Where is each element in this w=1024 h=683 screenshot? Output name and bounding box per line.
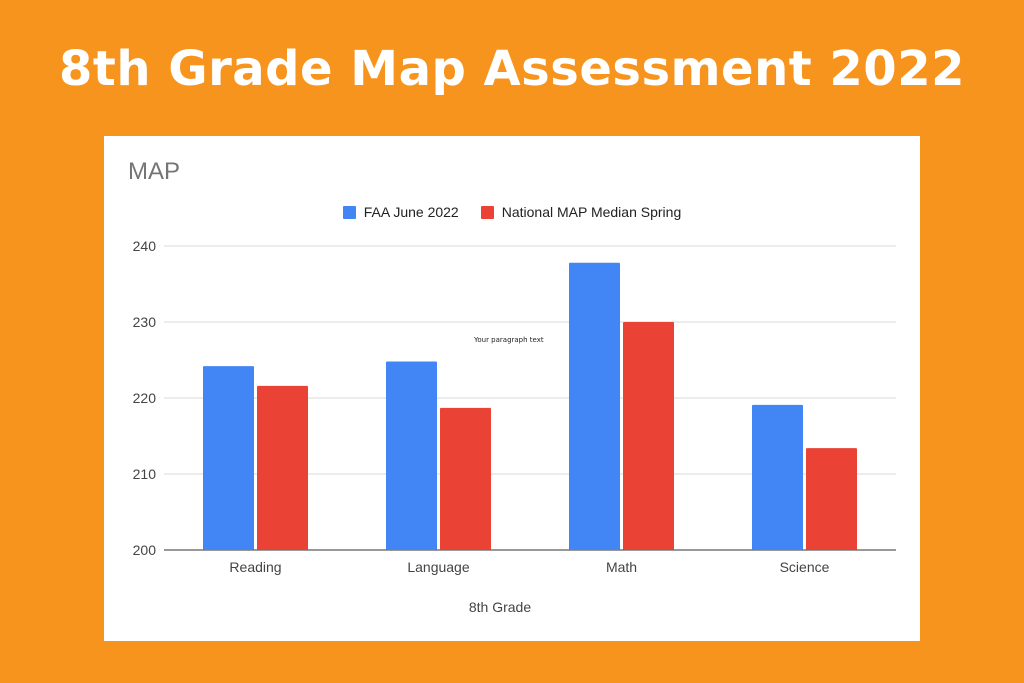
legend-label-series-1: FAA June 2022 bbox=[363, 204, 459, 220]
legend-item-series-2: National MAP Median Spring bbox=[480, 204, 682, 220]
bar-series-1 bbox=[569, 262, 620, 550]
x-tick-label: Language bbox=[407, 559, 470, 575]
bar-chart: 200 210 220 230 240 Reading Language Math Scienc… bbox=[133, 238, 896, 615]
legend-item-series-1: FAA June 2022 bbox=[342, 204, 459, 220]
bar-series-2 bbox=[806, 448, 857, 550]
legend-label-series-2: National MAP Median Spring bbox=[501, 204, 682, 220]
x-tick-label: Math bbox=[606, 559, 637, 575]
bar-series-1 bbox=[752, 404, 803, 550]
legend-swatch-series-1 bbox=[342, 205, 356, 219]
bar-series-1 bbox=[386, 361, 437, 550]
x-tick-label: Science bbox=[780, 559, 830, 575]
chart-card: 200 210 220 230 240 Reading Language Math Scienc… bbox=[104, 136, 920, 641]
chart-title: MAP bbox=[128, 158, 181, 185]
x-axis-title: 8th Grade bbox=[469, 599, 531, 615]
bar-series-2 bbox=[257, 385, 308, 550]
x-tick-label: Reading bbox=[229, 559, 281, 575]
legend-swatch-series-2 bbox=[480, 205, 494, 219]
y-tick-label: 240 bbox=[133, 238, 157, 254]
y-tick-label: 210 bbox=[133, 466, 157, 482]
y-tick-label: 200 bbox=[133, 542, 157, 558]
page-title: 8th Grade Map Assessment 2022 bbox=[58, 41, 965, 97]
bar-series-2 bbox=[623, 322, 674, 550]
y-tick-label: 230 bbox=[133, 314, 157, 330]
bar-series-1 bbox=[203, 366, 254, 550]
y-tick-label: 220 bbox=[133, 390, 157, 406]
chart-legend: FAA June 2022 National MAP Median Spring bbox=[104, 204, 920, 220]
bar-series-2 bbox=[440, 407, 491, 550]
chart-annotation: Your paragraph text bbox=[474, 336, 544, 344]
